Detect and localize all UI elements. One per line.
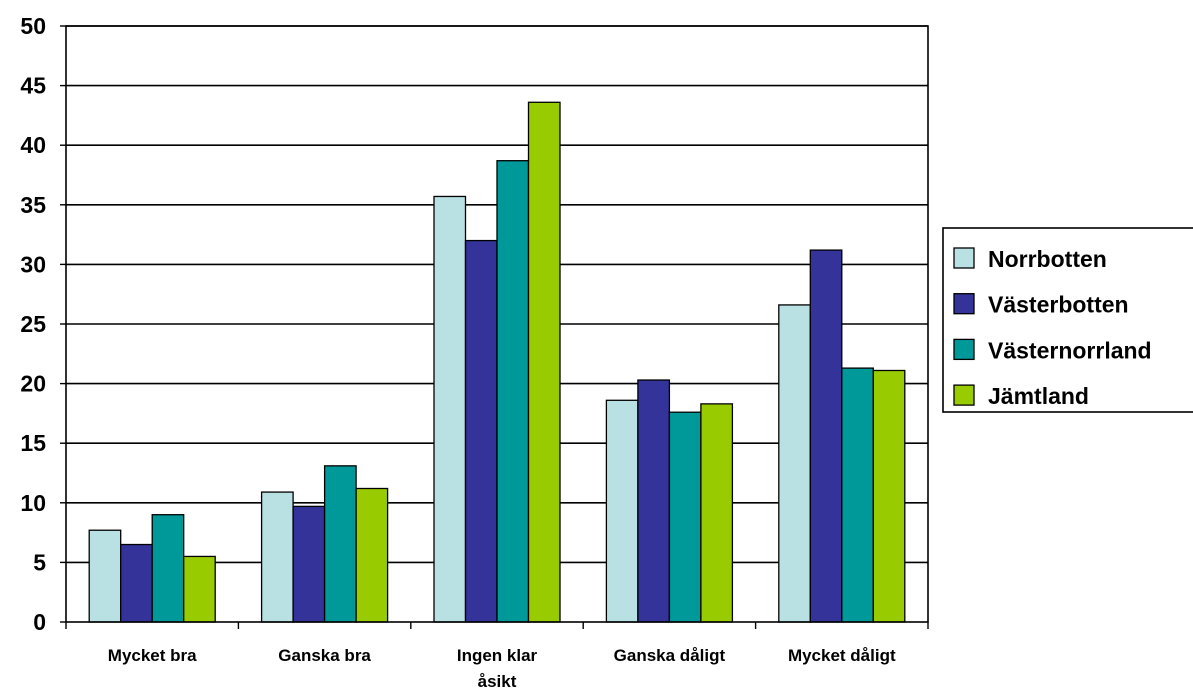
bar-v-sterbotten-3 xyxy=(637,379,671,623)
plot-area-border xyxy=(65,25,929,623)
bar-j-mtland-1 xyxy=(355,487,389,623)
legend-swatch xyxy=(953,293,975,315)
bar-v-sterbotten-2 xyxy=(464,239,498,623)
legend-label: Norrbotten xyxy=(988,246,1107,272)
bars xyxy=(88,101,906,623)
y-tick-label: 35 xyxy=(20,192,46,218)
bar-norrbotten-0 xyxy=(88,529,122,623)
y-tick-label: 15 xyxy=(20,430,46,456)
bar-norrbotten-2 xyxy=(433,195,467,623)
bar-v-sternorrland-3 xyxy=(668,411,702,623)
x-category-label: Mycket bra xyxy=(108,646,197,665)
legend-swatch xyxy=(953,247,975,269)
bar-j-mtland-4 xyxy=(872,369,906,623)
y-tick-label: 10 xyxy=(20,490,46,516)
bar-v-sterbotten-0 xyxy=(120,543,153,623)
y-tick-label: 40 xyxy=(20,132,46,158)
legend: Norrbotten Västerbotten Västernorrland Jämt… xyxy=(942,227,1193,413)
bar-v-sternorrland-1 xyxy=(323,465,357,623)
bar-j-mtland-3 xyxy=(700,403,734,623)
y-tick-label: 30 xyxy=(20,251,46,277)
legend-swatch xyxy=(953,384,975,406)
bar-v-sternorrland-0 xyxy=(151,514,185,623)
bar-norrbotten-3 xyxy=(605,399,639,623)
legend-label: Jämtland xyxy=(988,383,1089,409)
y-tick-label: 50 xyxy=(20,13,46,39)
y-axis-tick-labels: 0 5 10 15 20 25 30 35 40 45 50 xyxy=(20,13,46,635)
x-category-label: Ganska bra xyxy=(278,646,371,665)
bar-norrbotten-1 xyxy=(260,491,294,623)
bar-norrbotten-4 xyxy=(778,304,811,623)
bar-v-sternorrland-4 xyxy=(841,367,874,623)
legend-label: Västernorrland xyxy=(988,337,1152,363)
x-category-label: Ganska dåligt xyxy=(614,646,726,665)
legend-label: Västerbotten xyxy=(988,292,1129,318)
bar-v-sterbotten-4 xyxy=(809,249,843,623)
bar-j-mtland-0 xyxy=(183,555,216,623)
bar-v-sternorrland-2 xyxy=(496,160,530,623)
x-category-label: Ingen klar åsikt xyxy=(457,646,538,689)
legend-swatch xyxy=(953,338,975,361)
y-tick-label: 20 xyxy=(20,371,46,397)
legend-box xyxy=(942,227,1193,413)
x-axis-category-labels: Mycket bra Ganska bra Ingen klar åsikt Gansk… xyxy=(108,646,896,689)
bar-v-sterbotten-1 xyxy=(292,505,326,623)
y-tick-label: 45 xyxy=(20,73,46,99)
y-tick-label: 25 xyxy=(20,311,46,337)
x-category-label: Mycket dåligt xyxy=(788,646,896,665)
y-tick-label: 0 xyxy=(33,609,46,635)
bar-j-mtland-2 xyxy=(527,101,561,623)
axes xyxy=(60,25,929,629)
y-tick-label: 5 xyxy=(33,549,46,575)
